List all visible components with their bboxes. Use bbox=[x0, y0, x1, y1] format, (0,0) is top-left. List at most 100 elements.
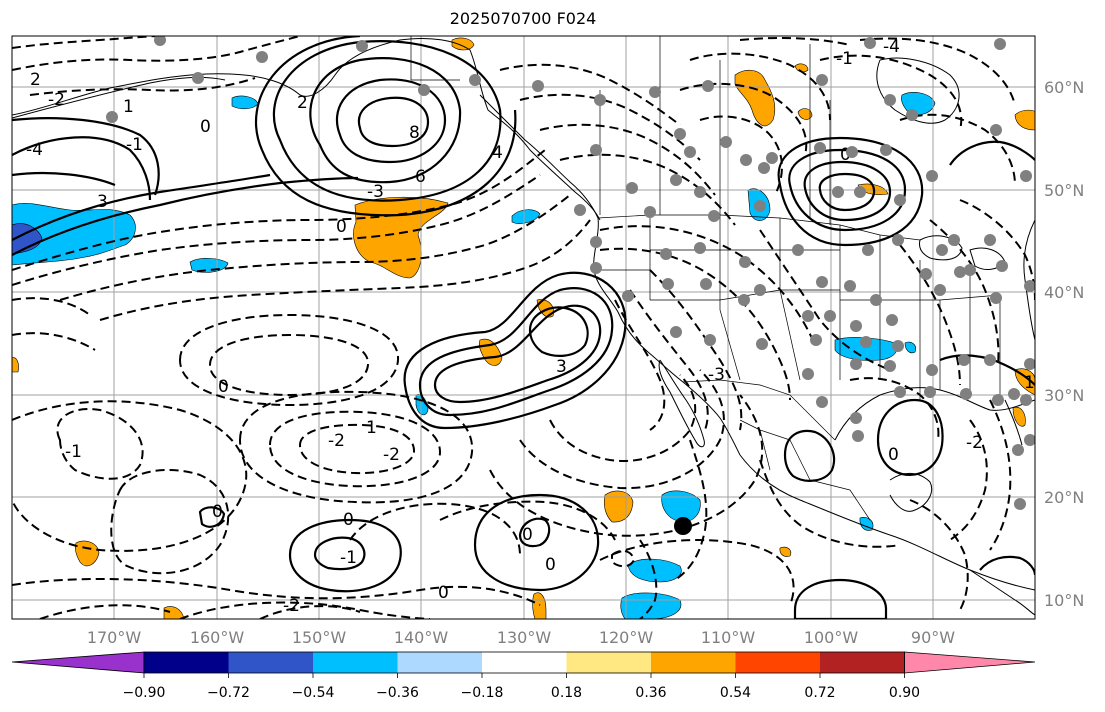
contour-label: 0 bbox=[200, 117, 211, 137]
dash-mx-2 bbox=[909, 499, 969, 611]
contour-mx-1 bbox=[783, 429, 836, 482]
contour-label: -1 bbox=[340, 548, 357, 568]
map-title: 2025070700 F024 bbox=[449, 9, 597, 28]
dash-bc-1 bbox=[499, 63, 681, 126]
contour-jet-arc-2 bbox=[12, 173, 271, 241]
contour-label: -2 bbox=[328, 431, 345, 451]
shade-orange-14 bbox=[163, 606, 185, 619]
lat-label: 10°N bbox=[1044, 591, 1084, 610]
contour-lines-dashed bbox=[12, 36, 1035, 619]
colorbar-tick-label: −0.72 bbox=[207, 685, 250, 701]
contour-sub-2 bbox=[313, 536, 366, 571]
colorbar-segment bbox=[313, 652, 398, 673]
contour-label: -2 bbox=[48, 90, 65, 110]
colorbar-segment bbox=[397, 652, 482, 673]
contour-label: 1 bbox=[123, 97, 134, 117]
colorbar-tick-label: 0.90 bbox=[889, 685, 920, 701]
contour-label: -2 bbox=[383, 445, 400, 465]
contour-label: 1 bbox=[366, 418, 377, 438]
contour-label: 6 bbox=[415, 167, 426, 187]
lat-label: 30°N bbox=[1044, 386, 1084, 405]
colorbar-segment bbox=[228, 652, 313, 673]
contour-high-gulf-alaska-4 bbox=[272, 40, 502, 202]
dash-coast-2 bbox=[519, 369, 725, 490]
contour-canada-high-4 bbox=[818, 172, 876, 212]
dash-pac-sub-1 bbox=[349, 502, 521, 556]
contour-label: 0 bbox=[212, 502, 223, 522]
colorbar-tick-label: −0.54 bbox=[292, 685, 335, 701]
shade-orange-10 bbox=[1014, 368, 1035, 396]
dash-pac-trough-3 bbox=[59, 194, 571, 301]
contour-label: 8 bbox=[409, 123, 420, 143]
shade-orange-5 bbox=[797, 108, 813, 120]
contour-label: -1 bbox=[65, 442, 82, 462]
lat-axis: 60°N 50°N 40°N 30°N 20°N 10°N bbox=[1044, 78, 1084, 610]
dash-pac-trough-4 bbox=[99, 219, 591, 321]
contour-west-jet-3 bbox=[12, 171, 116, 187]
colorbar-tick-label: 0.54 bbox=[720, 685, 751, 701]
dash-canada-6 bbox=[899, 113, 1016, 186]
colorbar-tick-label: 0.36 bbox=[635, 685, 666, 701]
florida bbox=[1004, 399, 1023, 446]
dash-west-us-5 bbox=[599, 225, 816, 346]
dash-west-us-3 bbox=[649, 269, 743, 431]
contour-label: -1 bbox=[836, 49, 853, 69]
contour-label: -3 bbox=[367, 182, 384, 202]
dash-plains-3 bbox=[929, 219, 1000, 366]
lon-label: 120°W bbox=[599, 628, 654, 647]
dash-baja bbox=[674, 439, 708, 581]
station-dots bbox=[106, 36, 1035, 510]
lon-label: 90°W bbox=[911, 628, 955, 647]
shade-orange-3 bbox=[734, 70, 776, 127]
dash-pac-low-2 bbox=[298, 423, 416, 475]
colorbar-segment bbox=[144, 652, 229, 673]
contour-carib bbox=[979, 555, 1035, 576]
lat-label: 50°N bbox=[1044, 181, 1084, 200]
dash-west-us-2 bbox=[629, 289, 709, 431]
shade-blue-8 bbox=[661, 490, 701, 523]
lat-label: 60°N bbox=[1044, 78, 1084, 97]
alaska-coast bbox=[12, 37, 601, 221]
contour-label: 1 bbox=[1024, 373, 1035, 393]
central-america bbox=[969, 569, 1035, 616]
mexico-coast bbox=[739, 454, 1035, 591]
dash-canada-7 bbox=[739, 36, 851, 46]
contour-sw-high-2 bbox=[433, 304, 602, 404]
dash-alaska-3 bbox=[12, 36, 161, 49]
dash-pac-trough-1 bbox=[12, 149, 546, 271]
shade-orange-6 bbox=[1014, 109, 1035, 131]
colorbar-tick-label: −0.36 bbox=[376, 685, 419, 701]
contour-sub-3 bbox=[473, 493, 600, 592]
contour-label: 2 bbox=[297, 93, 308, 113]
contour-label: 4 bbox=[492, 143, 503, 163]
dash-pac-south-2 bbox=[179, 601, 431, 619]
colorbar-tick-label: 0.18 bbox=[551, 685, 582, 701]
state-lines-1 bbox=[600, 215, 841, 381]
contour-canada-high-2 bbox=[803, 160, 892, 222]
colorbar-tick-label: −0.90 bbox=[123, 685, 166, 701]
shade-orange-13 bbox=[74, 540, 100, 567]
contour-west-jet-2 bbox=[12, 117, 160, 196]
shade-orange-16 bbox=[779, 546, 792, 557]
bc-coast bbox=[479, 94, 599, 219]
dash-coast-5 bbox=[639, 539, 658, 619]
colorbar-frame bbox=[143, 651, 905, 674]
lon-label: 100°W bbox=[804, 628, 859, 647]
contour-gulf-coast bbox=[939, 354, 1035, 386]
contour-label: 0 bbox=[888, 445, 899, 465]
dash-canada-3 bbox=[699, 115, 783, 196]
storm-marker bbox=[674, 517, 692, 535]
dash-pac-south-1 bbox=[12, 577, 541, 606]
contour-high-gulf-alaska-3 bbox=[357, 96, 430, 148]
contour-label: 3 bbox=[97, 192, 108, 212]
contour-label: -2 bbox=[283, 596, 300, 616]
contour-label: 0 bbox=[545, 555, 556, 575]
contour-label: -4 bbox=[883, 37, 900, 57]
dash-pac-low-3 bbox=[238, 390, 474, 504]
contour-label: 3 bbox=[556, 357, 567, 377]
east-coast bbox=[1023, 219, 1035, 341]
dash-west-low-2 bbox=[12, 332, 96, 351]
lon-label: 170°W bbox=[87, 628, 142, 647]
colorbar-segment bbox=[482, 652, 567, 673]
contour-label: -3 bbox=[708, 365, 725, 385]
